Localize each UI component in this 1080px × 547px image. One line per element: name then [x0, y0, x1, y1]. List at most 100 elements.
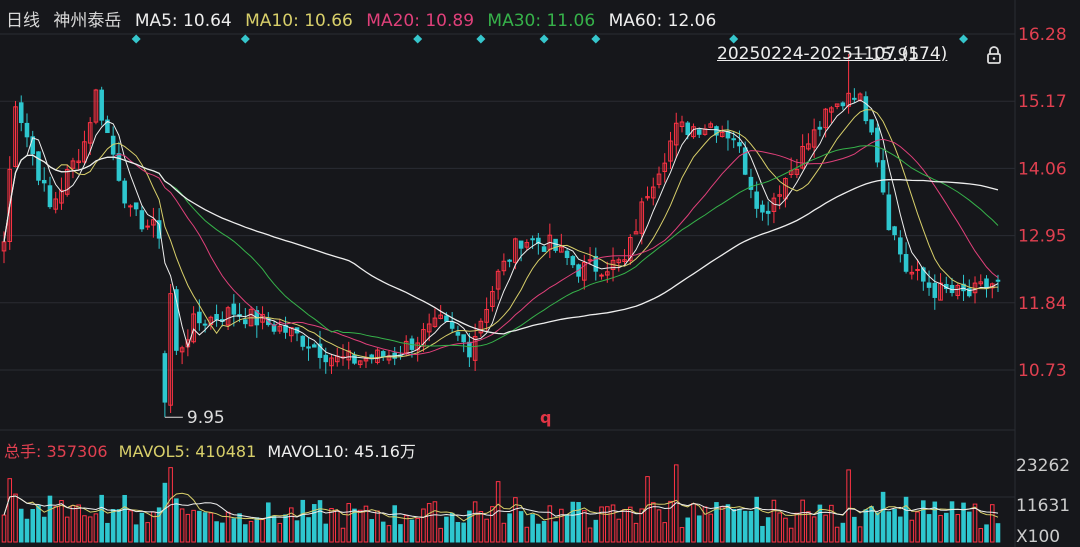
volume-ma-lines	[3, 492, 999, 522]
volume-bar	[852, 516, 857, 543]
volume-bar	[340, 527, 346, 543]
volume-bar	[840, 522, 846, 543]
event-marker-icon	[476, 34, 486, 44]
volume-bar	[955, 514, 961, 543]
volume-bar	[1, 514, 7, 543]
volume-bar	[438, 527, 443, 543]
volume-bar	[846, 469, 851, 543]
candle-down	[765, 210, 771, 214]
ma60-line	[3, 154, 999, 335]
period-label[interactable]: 日线	[6, 11, 40, 31]
candle-down	[18, 102, 24, 124]
volume-bar	[627, 506, 633, 543]
volume-bar	[41, 516, 47, 543]
volume-bar	[892, 509, 897, 543]
volume-bar	[13, 493, 18, 543]
event-marker-label[interactable]: q	[540, 408, 552, 427]
candle-up	[289, 326, 294, 337]
volume-bar	[662, 522, 668, 543]
volume-bar	[610, 504, 616, 543]
volume-bar	[593, 519, 599, 543]
candle-down	[444, 315, 449, 322]
chart-header: 日线 神州泰岳 MA5: 10.64 MA10: 10.66 MA20: 10.…	[6, 6, 724, 31]
candle-down	[966, 288, 972, 297]
date-range[interactable]: 20250224-20251107 (174)	[717, 44, 948, 64]
volume-bar	[197, 510, 202, 543]
candle-down	[214, 314, 219, 321]
volume-bar	[530, 514, 535, 543]
event-marker-icon	[959, 34, 969, 44]
candle-up	[501, 260, 507, 272]
candle-down	[317, 343, 323, 358]
volume-bar	[679, 527, 685, 543]
candle-up	[559, 246, 564, 253]
candle-down	[461, 334, 466, 343]
volume-axis: 23262 11631 X100	[1016, 456, 1070, 547]
volume-bar	[518, 511, 524, 543]
candle-up	[277, 325, 283, 332]
volume-bar	[357, 509, 363, 543]
candle-up	[191, 313, 196, 343]
volume-bar	[915, 511, 920, 543]
candle-up	[777, 194, 782, 197]
mavol5-label: MAVOL5: 410481	[118, 442, 257, 461]
volume-bar	[536, 523, 541, 543]
candle-down	[995, 279, 1001, 282]
volume-bar	[64, 516, 70, 543]
price-annotations: 15.95 9.95	[164, 45, 919, 428]
ma20-line	[3, 138, 999, 356]
candle-up	[87, 122, 93, 144]
volume-bar	[461, 522, 466, 543]
volume-bar	[311, 504, 317, 543]
candle-down	[731, 138, 736, 141]
candle-down	[467, 341, 472, 358]
volume-bar	[656, 509, 662, 543]
volume-bar	[220, 522, 225, 543]
candle-up	[426, 323, 432, 333]
volume-bar	[599, 506, 604, 543]
candle-down	[903, 254, 909, 272]
volume-bar	[99, 494, 104, 543]
min-price-label: 9.95	[187, 408, 225, 428]
candle-up	[346, 350, 352, 361]
candle-down	[892, 226, 897, 236]
candle-up	[513, 238, 518, 263]
ma-lines	[3, 99, 999, 360]
candle-up	[616, 259, 622, 264]
candle-down	[99, 89, 104, 121]
volume-bar	[472, 501, 478, 543]
ma5-label: MA5: 10.64	[134, 11, 232, 31]
candle-up	[70, 160, 76, 169]
candle-down	[271, 324, 277, 332]
candle-down	[760, 204, 765, 213]
price-tick-label: 16.28	[1018, 25, 1067, 45]
candle-down	[197, 311, 202, 324]
event-markers[interactable]	[131, 34, 969, 44]
volume-bar	[128, 510, 133, 543]
volume-bar	[421, 508, 426, 543]
volume-bar	[541, 520, 547, 543]
volume-bar	[317, 500, 323, 543]
volume-bar	[432, 501, 438, 543]
volume-bar	[834, 526, 840, 543]
event-marker-icon	[240, 34, 250, 44]
volume-bar	[266, 502, 271, 543]
candle-down	[926, 282, 932, 288]
volume-bar	[737, 508, 742, 543]
candle-down	[541, 246, 547, 252]
volume-bar	[403, 515, 409, 543]
volume-bar	[742, 510, 748, 543]
volume-bar	[921, 500, 926, 543]
volume-bar	[346, 503, 352, 543]
volume-bar	[582, 510, 587, 543]
candle-up	[524, 242, 530, 248]
volume-bar	[714, 502, 719, 543]
candle-up	[438, 314, 443, 319]
volume-bar	[880, 491, 886, 543]
lock-icon[interactable]	[985, 45, 1003, 65]
volume-bar	[105, 522, 110, 543]
candle-up	[645, 196, 650, 199]
volume-bar	[633, 522, 639, 543]
volume-bar	[254, 517, 260, 543]
